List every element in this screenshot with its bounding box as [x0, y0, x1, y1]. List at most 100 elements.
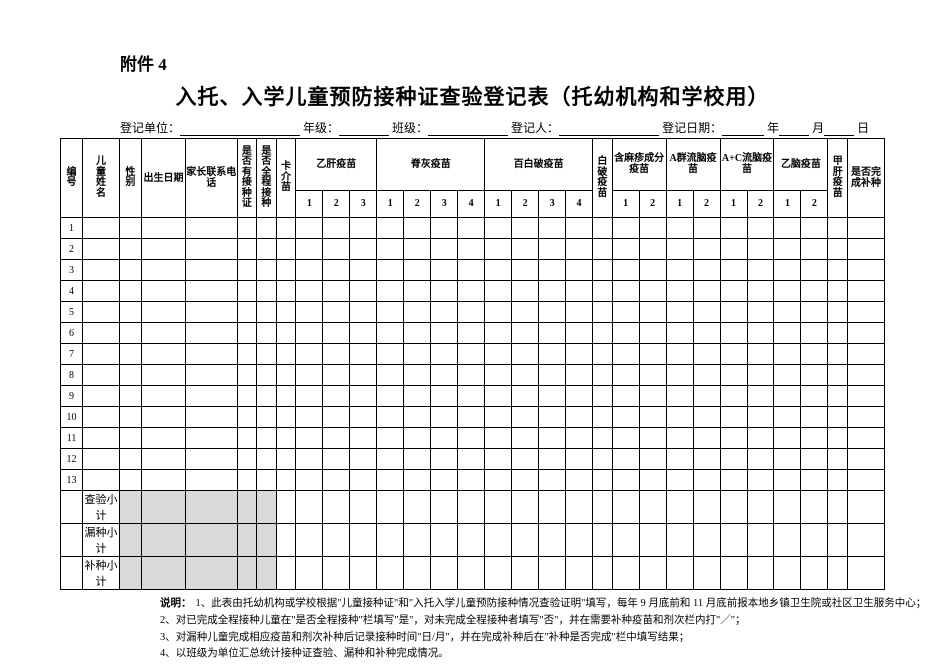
- cell: [747, 344, 774, 365]
- row-index: 4: [61, 281, 83, 302]
- dtp-3: 3: [539, 190, 566, 217]
- cell: [612, 260, 639, 281]
- col-idx: 编号: [67, 168, 77, 189]
- cell: [377, 524, 404, 557]
- cell: [141, 470, 185, 491]
- cell: [119, 491, 141, 524]
- cell: [350, 407, 377, 428]
- cell: [377, 386, 404, 407]
- cell: [186, 407, 237, 428]
- cell: [296, 491, 323, 524]
- cell: [639, 239, 666, 260]
- cell: [237, 557, 257, 590]
- cell: [431, 218, 458, 239]
- cell: [593, 386, 613, 407]
- grade-blank: [339, 123, 389, 136]
- polio-3: 3: [431, 190, 458, 217]
- cell: [141, 407, 185, 428]
- col-dob: 出生日期: [143, 173, 183, 184]
- cell: [666, 407, 693, 428]
- cell: [639, 449, 666, 470]
- cell: [666, 302, 693, 323]
- cell: [276, 557, 296, 590]
- cell: [61, 524, 83, 557]
- cell: [296, 386, 323, 407]
- cell: [693, 281, 720, 302]
- col-bcg: 卡介苗: [281, 162, 291, 194]
- dtp-4: 4: [566, 190, 593, 217]
- cell: [828, 323, 848, 344]
- cell: [666, 428, 693, 449]
- cell: [720, 407, 747, 428]
- row-index: 12: [61, 449, 83, 470]
- cell: [774, 239, 801, 260]
- cell: [458, 302, 485, 323]
- cell: [693, 449, 720, 470]
- cell: [296, 365, 323, 386]
- cell: [828, 260, 848, 281]
- cell: [848, 557, 885, 590]
- table-row: 3: [61, 260, 885, 281]
- cell: [237, 344, 257, 365]
- year-blank: [722, 123, 764, 136]
- class-label: 班级：: [392, 121, 428, 135]
- cell: [404, 491, 431, 524]
- cell: [119, 428, 141, 449]
- cell: [774, 302, 801, 323]
- cell: [431, 449, 458, 470]
- cell: [593, 557, 613, 590]
- cell: [566, 323, 593, 344]
- cell: [83, 344, 120, 365]
- cell: [276, 491, 296, 524]
- cell: [404, 239, 431, 260]
- cell: [801, 524, 828, 557]
- cell: [566, 260, 593, 281]
- cell: [593, 365, 613, 386]
- cell: [539, 449, 566, 470]
- col-je: 乙脑疫苗: [781, 159, 821, 170]
- cell: [237, 449, 257, 470]
- cell: [666, 386, 693, 407]
- cell: [639, 491, 666, 524]
- row-index: 6: [61, 323, 83, 344]
- cell: [485, 557, 512, 590]
- cell: [720, 281, 747, 302]
- cell: [539, 428, 566, 449]
- row-index: 11: [61, 428, 83, 449]
- cell: [720, 491, 747, 524]
- col-sex: 性别: [125, 168, 135, 189]
- notes-block: 说明：1、此表由托幼机构或学校根据"儿童接种证"和"入托入学儿童预防接种情况查验…: [160, 596, 885, 663]
- table-row: 10: [61, 407, 885, 428]
- cell: [801, 386, 828, 407]
- cell: [566, 470, 593, 491]
- cell: [828, 470, 848, 491]
- cell: [720, 365, 747, 386]
- cell: [720, 386, 747, 407]
- cell: [141, 524, 185, 557]
- cell: [539, 557, 566, 590]
- cell: [485, 323, 512, 344]
- cell: [747, 281, 774, 302]
- cell: [747, 323, 774, 344]
- cell: [377, 239, 404, 260]
- cell: [276, 365, 296, 386]
- cell: [431, 302, 458, 323]
- menac-1: 1: [720, 190, 747, 217]
- cell: [612, 524, 639, 557]
- cell: [485, 218, 512, 239]
- hepb-3: 3: [350, 190, 377, 217]
- cell: [119, 470, 141, 491]
- cell: [747, 557, 774, 590]
- cell: [747, 365, 774, 386]
- cell: [801, 260, 828, 281]
- note-line: 4、以班级为单位汇总统计接种证查验、漏种和补种完成情况。: [160, 648, 449, 659]
- cell: [801, 239, 828, 260]
- cell: [848, 386, 885, 407]
- cell: [566, 281, 593, 302]
- cell: [431, 260, 458, 281]
- cell: [257, 557, 277, 590]
- cell: [612, 218, 639, 239]
- cell: [774, 281, 801, 302]
- cell: [539, 302, 566, 323]
- cell: [119, 407, 141, 428]
